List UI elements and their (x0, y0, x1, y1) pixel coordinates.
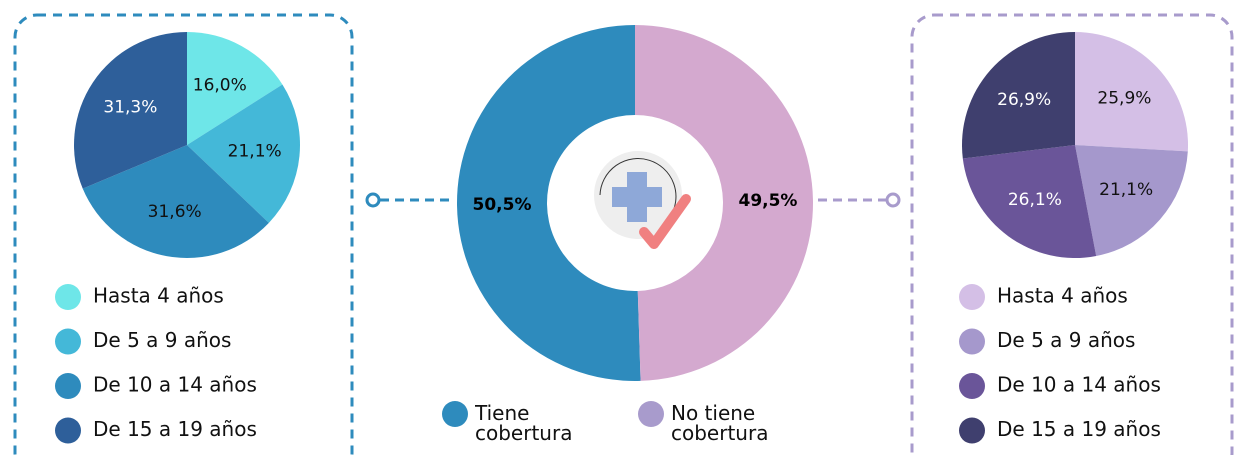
right-connector-dot (885, 192, 901, 208)
slice (82, 145, 269, 258)
value-label: 26,9% (997, 90, 1051, 110)
legend-swatch (638, 401, 664, 427)
value-label: 49,5% (738, 191, 797, 211)
value-label: 31,3% (103, 97, 157, 117)
legend-label: De 5 a 9 años (997, 328, 1135, 352)
legend-label-box: Tiene cobertura (475, 403, 573, 445)
legend-label: De 15 a 19 años (997, 417, 1161, 441)
legend-label: De 5 a 9 años (93, 328, 231, 352)
legend-label: De 10 a 14 años (93, 373, 257, 397)
marks: 16,0% 21,1% 31,6% 31,3% 50,5% 49,5% 25,9% 21,1%… (55, 25, 1188, 445)
legend-swatch (959, 328, 985, 355)
legend-label: De 15 a 19 años (93, 417, 257, 441)
value-label: 25,9% (1097, 88, 1151, 108)
legend-label: No tiene cobertura (671, 403, 769, 445)
coverage-icon (594, 151, 691, 249)
legend-label-box: No tiene cobertura (671, 403, 769, 445)
legend-swatch (55, 373, 81, 399)
legend-label: Tiene cobertura (475, 403, 573, 445)
slice (961, 32, 1075, 159)
slice (74, 32, 187, 189)
legend-swatch (55, 284, 81, 310)
value-label: 21,1% (1099, 180, 1153, 200)
slice (187, 32, 283, 145)
legend-swatch (959, 373, 985, 399)
legend-label: De 10 a 14 años (997, 373, 1161, 397)
value-label: 16,0% (193, 75, 247, 95)
legend-label: Hasta 4 años (997, 284, 1128, 308)
slice (635, 25, 814, 381)
legend-swatch (55, 328, 81, 355)
value-label: 21,1% (228, 142, 282, 162)
right-frame (910, 13, 1234, 455)
slice (457, 25, 641, 382)
value-label: 31,6% (148, 202, 202, 222)
icon-ring (599, 158, 677, 218)
slice (962, 145, 1097, 259)
legend-swatch (959, 284, 985, 310)
slice (1075, 32, 1188, 152)
legend-swatch (55, 417, 81, 444)
legend-swatch (959, 417, 985, 444)
value-label: 26,1% (1008, 190, 1062, 210)
value-label: 50,5% (473, 195, 532, 215)
icon-cross (612, 172, 662, 222)
legend-label: Hasta 4 años (93, 284, 224, 308)
slice (187, 84, 300, 223)
slice (1075, 145, 1188, 256)
left-connector-dot (365, 192, 381, 208)
legend-swatch (442, 401, 468, 427)
icon-check (639, 194, 691, 249)
left-frame (13, 13, 354, 455)
